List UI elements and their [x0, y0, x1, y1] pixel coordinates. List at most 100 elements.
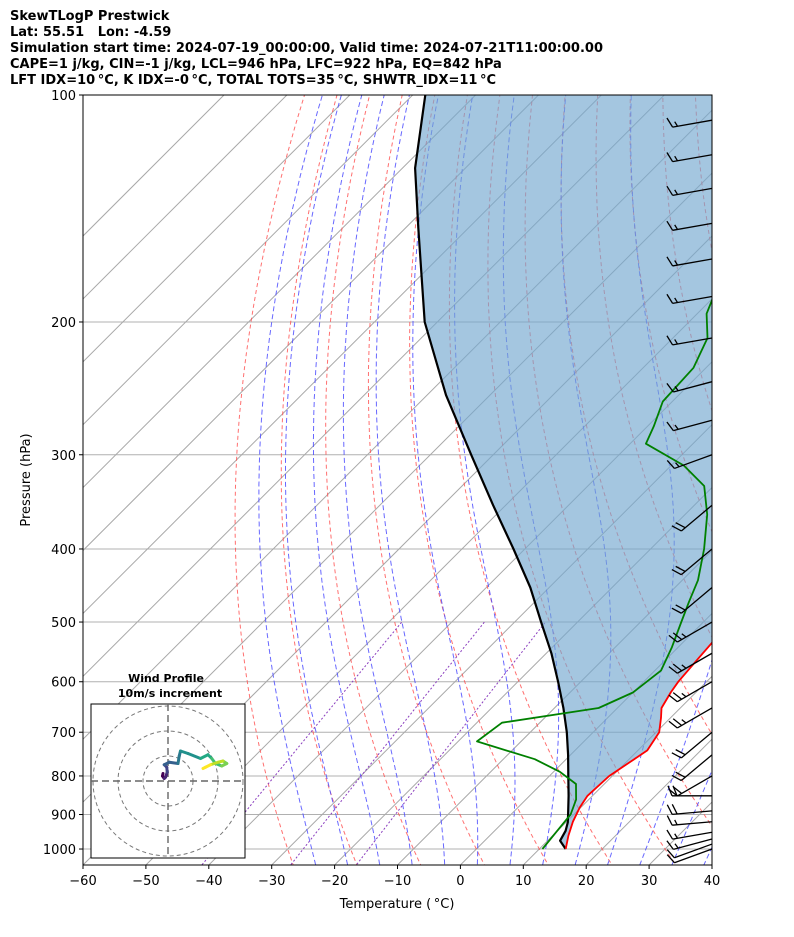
- profile-lines-layer: [414, 95, 712, 850]
- wind-barb-half-flag: [674, 833, 679, 839]
- wind-barb-flag: [666, 383, 674, 393]
- wind-barb-half-flag: [674, 819, 678, 826]
- wind-barb-staff: [672, 295, 713, 305]
- wind-barb-flag: [666, 459, 675, 469]
- wind-barb-staff: [672, 821, 713, 826]
- wind-barb: [666, 117, 713, 128]
- wind-barb: [668, 621, 713, 643]
- wind-barb-staff: [680, 504, 713, 532]
- wind-barb: [666, 843, 713, 859]
- moist-adiabat: [606, 95, 675, 865]
- wind-barb: [666, 815, 713, 826]
- dry-adiabat: [761, 95, 794, 880]
- wind-barb: [666, 838, 713, 851]
- wind-barb: [671, 504, 713, 532]
- wind-barb: [666, 419, 713, 432]
- wind-barb-staff: [677, 621, 713, 643]
- wind-barb-half-flag: [674, 843, 679, 849]
- title-line-indices: LFT IDX=10 °C, K IDX=-0 °C, TOTAL TOTS=3…: [10, 73, 497, 88]
- wind-barb-flag: [675, 604, 686, 611]
- wind-barb-flag: [671, 804, 678, 815]
- wind-barb: [671, 731, 713, 759]
- wind-barb: [666, 454, 713, 470]
- wind-barb-staff: [680, 754, 713, 782]
- wind-barb-half-flag: [674, 155, 679, 162]
- hodograph-inset: Wind Profile 10m/s increment: [90, 672, 246, 859]
- wind-barb-flag: [666, 849, 675, 859]
- moist-adiabat: [258, 95, 323, 865]
- y-tick-label: 500: [51, 616, 76, 631]
- wind-barb-staff: [672, 810, 713, 815]
- wind-barb-half-flag: [674, 224, 679, 230]
- temperature-line: [564, 641, 712, 850]
- x-tick-label: 40: [704, 874, 721, 889]
- wind-barb: [666, 381, 713, 393]
- wind-barb-flag: [672, 718, 683, 726]
- title-line-station: SkewTLogP Prestwick: [10, 9, 170, 24]
- wind-barb-staff: [672, 258, 713, 267]
- cape-fill-layer: [415, 95, 712, 849]
- wind-barb-flag: [666, 829, 674, 840]
- wind-barb: [666, 152, 713, 163]
- wind-barb-staff: [674, 454, 713, 470]
- wind-barb-flag: [668, 720, 678, 729]
- wind-barb-flag: [675, 771, 686, 778]
- wind-barb-staff: [672, 831, 713, 840]
- wind-barb-staff: [677, 652, 713, 674]
- wind-barb-flag: [672, 786, 683, 794]
- wind-barb-staff: [677, 681, 713, 703]
- y-tick-label: 400: [51, 543, 76, 558]
- wind-barb-flag: [666, 335, 674, 346]
- moist-adiabat: [412, 95, 479, 865]
- wind-barb-staff: [672, 337, 713, 346]
- y-tick-label: 800: [51, 770, 76, 785]
- hodograph-subtitle: 10m/s increment: [118, 687, 222, 700]
- y-tick-label: 900: [51, 809, 76, 824]
- wind-barb-half-flag: [681, 692, 687, 698]
- wind-barb-half-flag: [674, 121, 679, 127]
- y-tick-label: 700: [51, 726, 76, 741]
- wind-barb-staff: [674, 848, 713, 864]
- wind-barb-staff: [672, 222, 713, 231]
- wind-barb-staff: [673, 381, 713, 393]
- wind-barb-half-flag: [681, 719, 687, 724]
- wind-barb-flag: [666, 804, 673, 815]
- y-tick-label: 100: [51, 89, 76, 104]
- wind-barb-half-flag: [674, 260, 679, 266]
- wind-barb-flag: [666, 815, 673, 826]
- y-tick-label: 300: [51, 449, 76, 464]
- dry-adiabat: [234, 95, 305, 865]
- moist-adiabat: [671, 769, 712, 865]
- wind-barb-half-flag: [674, 339, 679, 345]
- wind-barb-flag: [672, 692, 683, 700]
- moist-adiabat: [375, 95, 446, 865]
- wind-barb-flag: [666, 854, 675, 864]
- dewpoint-line: [476, 297, 712, 850]
- moist-adiabat: [342, 95, 413, 865]
- isotherm--130: [83, 95, 414, 426]
- x-tick-label: −60: [69, 874, 96, 889]
- title-line-location: Lat: 55.51 Lon: -4.59: [10, 25, 172, 40]
- wind-barb-staff: [672, 187, 713, 196]
- wind-barb: [668, 775, 713, 797]
- wind-barb-flag: [675, 749, 686, 756]
- dry-adiabat: [560, 95, 712, 736]
- wind-barb-flag: [666, 185, 674, 196]
- wind-barb: [666, 335, 713, 346]
- x-tick-label: 10: [515, 874, 532, 889]
- y-tick-label: 200: [51, 316, 76, 331]
- cin-shaded-area: [415, 95, 712, 849]
- wind-barb: [666, 829, 713, 840]
- wind-barb: [668, 652, 713, 674]
- wind-barb-half-flag: [674, 297, 679, 303]
- dry-adiabat: [280, 95, 358, 865]
- wind-barb-staff: [680, 731, 713, 759]
- wind-barb: [666, 185, 713, 196]
- wind-barb-flag: [671, 569, 682, 576]
- chart-title-block: SkewTLogP Prestwick Lat: 55.51 Lon: -4.5…: [10, 9, 603, 89]
- x-tick-label: −40: [195, 874, 222, 889]
- wind-barb: [666, 293, 713, 305]
- wind-barb-half-flag: [675, 462, 680, 468]
- wind-barb: [666, 220, 713, 231]
- isotherm--10: [396, 549, 712, 865]
